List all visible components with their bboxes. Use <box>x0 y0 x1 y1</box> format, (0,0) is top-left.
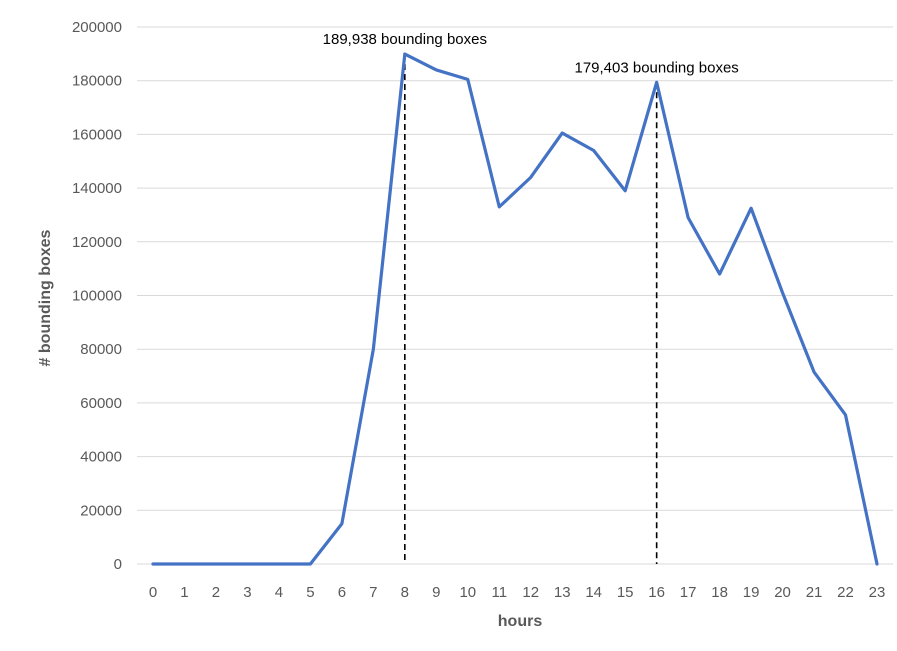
x-tick-label: 7 <box>369 584 377 601</box>
series-line <box>151 52 879 566</box>
x-tick-label: 23 <box>869 584 886 601</box>
y-tick-label: 60000 <box>80 395 122 412</box>
x-tick-labels: 0 1 2 3 4 5 6 7 8 9 10 11 12 13 14 15 16 17 18 19 20 21 22 23 <box>149 584 886 601</box>
y-tick-label: 80000 <box>80 341 122 358</box>
x-tick-label: 6 <box>338 584 346 601</box>
x-tick-label: 14 <box>585 584 602 601</box>
x-tick-label: 13 <box>554 584 571 601</box>
y-tick-label: 200000 <box>72 19 122 36</box>
y-tick-label: 100000 <box>72 288 122 305</box>
x-tick-label: 16 <box>648 584 665 601</box>
x-tick-label: 17 <box>680 584 697 601</box>
y-axis-title: # bounding boxes <box>37 229 54 366</box>
x-tick-label: 18 <box>711 584 728 601</box>
x-tick-label: 5 <box>306 584 314 601</box>
annotation-labels: 189,938 bounding boxes 179,403 bounding b… <box>323 31 739 76</box>
annotation-label: 189,938 bounding boxes <box>323 31 487 48</box>
x-tick-label: 11 <box>491 584 507 601</box>
x-tick-label: 20 <box>774 584 791 601</box>
x-tick-label: 22 <box>837 584 854 601</box>
annotation-label: 179,403 bounding boxes <box>574 59 738 76</box>
x-tick-label: 15 <box>617 584 634 601</box>
x-tick-label: 19 <box>743 584 760 601</box>
y-tick-label: 180000 <box>72 73 122 90</box>
y-tick-label: 40000 <box>80 449 122 466</box>
y-tick-label: 160000 <box>72 126 122 143</box>
y-tick-label: 120000 <box>72 234 122 251</box>
series-layer <box>151 52 879 566</box>
x-tick-label: 3 <box>243 584 251 601</box>
y-tick-label: 20000 <box>80 502 122 519</box>
y-tick-label: 140000 <box>72 180 122 197</box>
x-tick-label: 2 <box>212 584 220 601</box>
x-tick-label: 8 <box>401 584 409 601</box>
x-tick-label: 4 <box>275 584 283 601</box>
x-tick-label: 9 <box>432 584 440 601</box>
x-tick-label: 0 <box>149 584 157 601</box>
annotation-lines <box>404 54 658 564</box>
x-tick-label: 1 <box>180 584 188 601</box>
x-axis-title: hours <box>498 613 543 630</box>
x-tick-label: 10 <box>459 584 476 601</box>
gridlines <box>137 26 893 565</box>
x-tick-label: 12 <box>522 584 539 601</box>
y-tick-label: 0 <box>114 556 122 573</box>
x-tick-label: 21 <box>806 584 823 601</box>
y-tick-labels: 0 20000 40000 60000 80000 100000 120000 140000 1… <box>72 19 122 573</box>
